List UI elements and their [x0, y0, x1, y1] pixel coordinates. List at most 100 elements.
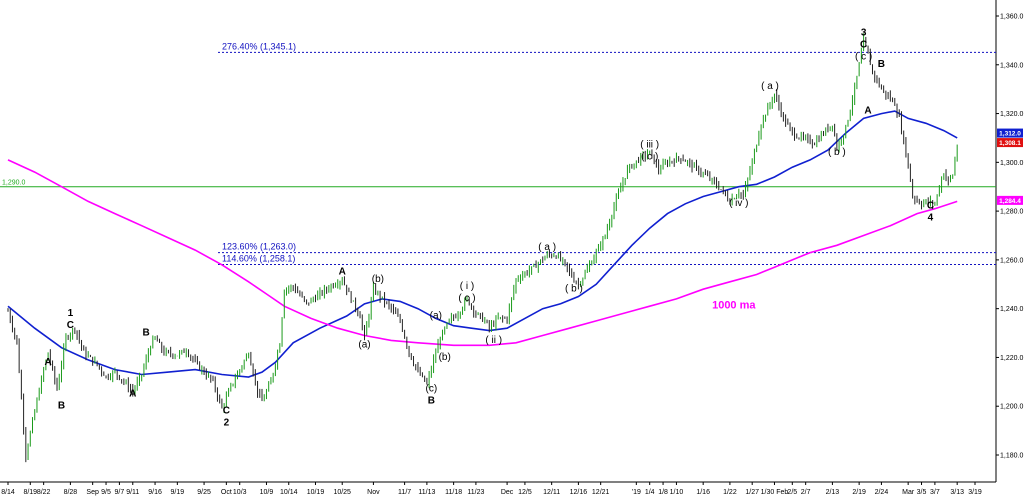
x-tick-label: Oct — [221, 489, 232, 496]
wave-label: A — [44, 357, 51, 368]
x-tick-label: 8/22 — [37, 489, 51, 496]
y-tick-label: 1,340.0 — [1000, 62, 1023, 69]
wave-label: ( iv ) — [729, 198, 748, 209]
wave-label: 4 — [928, 213, 934, 224]
series-line-1000-ma — [7, 159, 958, 347]
y-tick-label: 1,180.0 — [1000, 453, 1023, 460]
wave-label: B — [878, 59, 885, 70]
wave-label: (b) — [439, 352, 451, 363]
series-label: 1000 ma — [712, 300, 756, 312]
x-tick-label: 2/5 — [787, 489, 797, 496]
x-tick-label: 11/18 — [445, 489, 462, 496]
price-tag — [997, 195, 1023, 205]
x-tick-label: 3/5 — [917, 489, 927, 496]
y-tick-label: 1,200.0 — [1000, 404, 1023, 411]
y-tick-label: 1,240.0 — [1000, 306, 1023, 313]
price-tag — [997, 138, 1023, 148]
x-tick-label: 1/10 — [670, 489, 684, 496]
reference-line-label: 1,290.0 — [2, 180, 25, 187]
x-tick-label: 1/16 — [696, 489, 710, 496]
x-tick-label: Nov — [367, 489, 380, 496]
x-tick-label: 3/7 — [930, 489, 940, 496]
x-tick-label: 12/5 — [518, 489, 532, 496]
x-tick-label: 9/16 — [148, 489, 162, 496]
x-tick-label: Sep — [86, 489, 99, 496]
x-tick-label: 2/7 — [801, 489, 811, 496]
x-tick-label: 9/25 — [197, 489, 211, 496]
price-tag-label: 1,284.4 — [999, 198, 1021, 205]
wave-label: ( c ) — [855, 52, 872, 63]
wave-label: ( c ) — [458, 293, 475, 304]
wave-label: C — [67, 320, 74, 331]
x-tick-label: 8/14 — [1, 489, 15, 496]
x-tick-label: 1/22 — [723, 489, 737, 496]
x-tick-label: 10/19 — [307, 489, 325, 496]
x-tick-label: 9/7 — [115, 489, 125, 496]
y-tick-label: 1,360.0 — [1000, 14, 1023, 21]
x-tick-label: '19 — [632, 489, 641, 496]
x-tick-label: 8/28 — [64, 489, 78, 496]
wave-label: (c) — [426, 384, 438, 395]
x-tick-label: 2/24 — [875, 489, 889, 496]
price-tag-label: 1,308.1 — [999, 140, 1021, 147]
x-tick-label: 8/19 — [23, 489, 37, 496]
x-tick-label: 10/3 — [233, 489, 247, 496]
x-tick-label: 2/19 — [852, 489, 866, 496]
x-tick-label: 9/19 — [171, 489, 185, 496]
x-tick-label: Mar — [902, 489, 915, 496]
wave-label: C — [223, 406, 230, 417]
wave-label: 2 — [224, 418, 230, 429]
y-tick-label: 1,260.0 — [1000, 257, 1023, 264]
wave-label: (a) — [430, 310, 442, 321]
x-tick-label: 1/27 — [745, 489, 759, 496]
wave-label: C — [860, 40, 867, 51]
y-tick-label: 1,280.0 — [1000, 209, 1023, 216]
x-tick-label: 9/5 — [101, 489, 111, 496]
wave-label: A — [864, 106, 871, 117]
x-tick-label: 3/13 — [950, 489, 964, 496]
wave-label: B — [143, 327, 150, 338]
wave-label: B — [58, 401, 65, 412]
wave-label: ( i ) — [460, 281, 474, 292]
wave-label: ( b ) — [828, 147, 846, 158]
wave-label: ( b ) — [565, 284, 583, 295]
x-tick-label: Dec — [501, 489, 514, 496]
x-tick-label: 12/21 — [592, 489, 610, 496]
wave-label: 1 — [68, 308, 74, 319]
reference-line-label: 276.40% (1,345.1) — [222, 41, 296, 51]
x-tick-label: 2/13 — [826, 489, 840, 496]
plot-area — [0, 0, 996, 482]
x-tick-label: 10/25 — [333, 489, 351, 496]
wave-label: B — [428, 396, 435, 407]
x-tick-label: 9/11 — [126, 489, 139, 496]
x-tick-label: 12/11 — [543, 489, 560, 496]
y-tick-label: 1,300.0 — [1000, 160, 1023, 167]
x-tick-label: 11/23 — [467, 489, 484, 496]
series-line-ma-0 — [7, 110, 958, 378]
wave-label: ( iii ) — [640, 140, 659, 151]
x-tick-label: 11/7 — [398, 489, 411, 496]
price-tag — [997, 128, 1023, 138]
y-tick-label: 1,220.0 — [1000, 355, 1023, 362]
wave-label: (a) — [358, 340, 370, 351]
reference-line-label: 114.60% (1,258.1) — [222, 254, 295, 264]
x-tick-label: 3/19 — [968, 489, 982, 496]
wave-label: ( a ) — [538, 242, 556, 253]
x-tick-label: 1/8 — [658, 489, 668, 496]
y-tick-label: 1,320.0 — [1000, 111, 1023, 118]
wave-label: A — [129, 388, 136, 399]
wave-label: ( ii ) — [485, 335, 502, 346]
x-tick-label: 11/13 — [418, 489, 435, 496]
wave-label: A — [339, 267, 346, 278]
wave-label: (b) — [372, 274, 384, 285]
wave-label: ( a ) — [761, 81, 779, 92]
price-tag-label: 1,312.0 — [999, 131, 1021, 138]
wave-label: 3 — [861, 28, 867, 39]
x-tick-label: 12/16 — [570, 489, 588, 496]
wave-label: ( c ) — [641, 152, 658, 163]
x-tick-label: 10/14 — [280, 489, 298, 496]
x-tick-label: 10/9 — [260, 489, 274, 496]
reference-line-label: 123.60% (1,263.0) — [222, 242, 296, 252]
wave-label: C — [927, 201, 934, 212]
